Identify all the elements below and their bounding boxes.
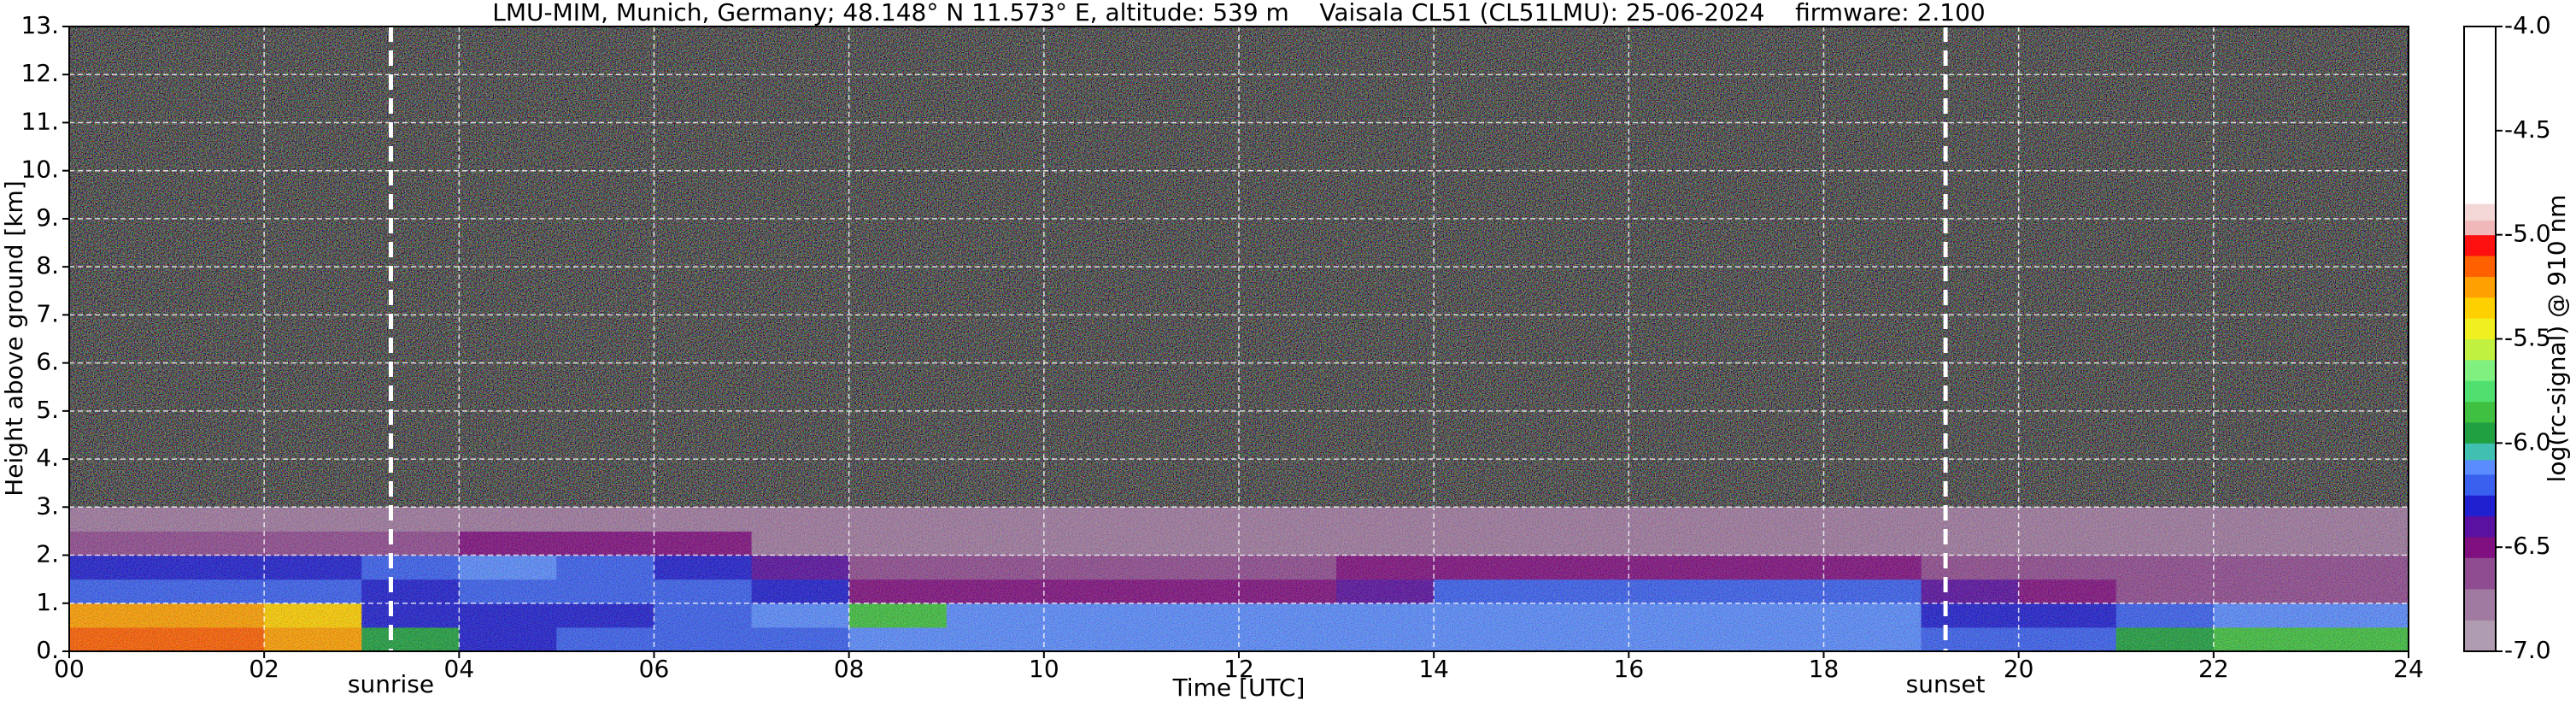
x-tick-label: 20 [2004,655,2034,683]
x-tick-label: 18 [1809,655,1840,683]
x-tick-label: 16 [1614,655,1645,683]
y-tick-label: 13. [21,11,59,39]
colorbar-band [2464,401,2496,423]
y-tick-label: 11. [21,107,59,135]
x-tick-label: 12 [1223,655,1254,683]
colorbar-band [2464,203,2496,221]
x-tick-label: 24 [2393,655,2424,683]
colorbar-tick-label: -5.0 [2504,220,2551,248]
colorbar-band [2464,474,2496,496]
y-tick-label: 3. [36,491,59,520]
colorbar-band [2464,220,2496,236]
y-tick-label: 2. [36,540,59,568]
x-tick-label: 00 [54,655,85,683]
colorbar-band [2464,380,2496,403]
colorbar-tick-label: -6.5 [2504,532,2551,560]
annotation-label: sunset [1906,670,1986,698]
colorbar-band [2464,515,2496,538]
colorbar-band [2464,318,2496,339]
y-tick-label: 4. [36,444,59,472]
colorbar-band [2464,421,2496,444]
colorbar-label: log(rc-signal) @ 910 nm [2543,195,2571,483]
x-tick-label: 04 [444,655,475,683]
x-tick-label: 06 [639,655,670,683]
colorbar-band [2464,276,2496,298]
colorbar-tick-label: -4.0 [2504,11,2551,39]
x-tick-label: 10 [1029,655,1059,683]
y-tick-label: 5. [36,396,59,424]
colorbar-tick-label: -4.5 [2504,115,2551,144]
colorbar-band [2464,234,2496,256]
colorbar-band [2464,557,2496,590]
y-tick-label: 9. [36,203,59,232]
colorbar-band [2464,26,2496,204]
chart-title: LMU-MIM, Munich, Germany; 48.148° N 11.5… [492,0,1986,26]
colorbar-band [2464,459,2496,475]
colorbar-tick-label: -7.0 [2504,636,2551,664]
x-axis-label: Time [UTC] [1172,674,1306,702]
y-tick-label: 6. [36,348,59,376]
annotation-label: sunrise [348,670,434,698]
colorbar-band [2464,588,2496,621]
colorbar-band [2464,256,2496,277]
y-tick-label: 7. [36,299,59,327]
colorbar-tick-label: -5.5 [2504,324,2551,352]
colorbar-band [2464,620,2496,652]
x-tick-label: 08 [834,655,865,683]
colorbar-band [2464,536,2496,558]
y-tick-label: 10. [21,156,59,184]
colorbar-band [2464,443,2496,461]
y-tick-label: 12. [21,59,59,87]
colorbar-band [2464,495,2496,517]
y-tick-label: 8. [36,251,59,279]
x-tick-label: 14 [1418,655,1449,683]
x-tick-label: 02 [249,655,279,683]
colorbar-band [2464,297,2496,319]
y-axis-label: Height above ground [km] [0,180,28,497]
colorbar-tick-label: -6.0 [2504,427,2551,456]
x-tick-label: 22 [2198,655,2229,683]
y-tick-label: 1. [36,588,59,616]
y-tick-label: 0. [36,636,59,664]
plot-area [69,26,2409,651]
colorbar-band [2464,359,2496,381]
colorbar-band [2464,338,2496,361]
